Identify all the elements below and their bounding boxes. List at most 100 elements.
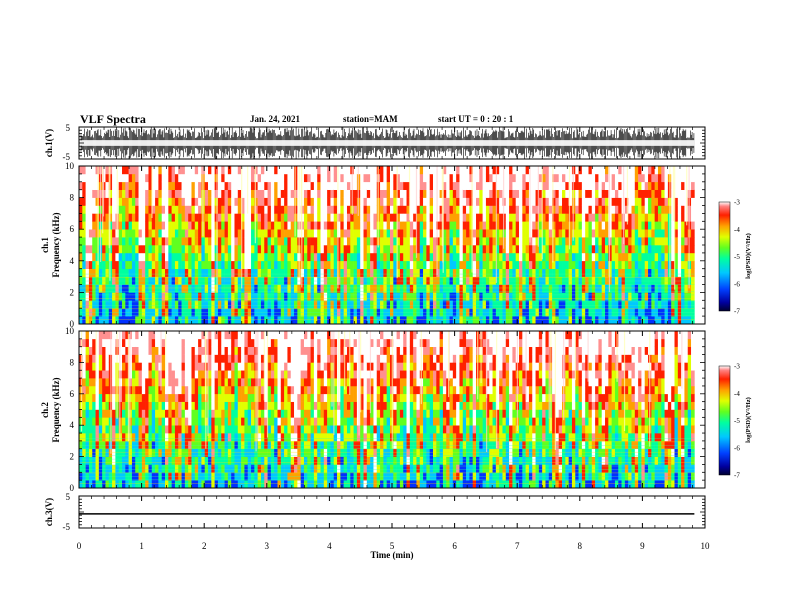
spectrogram-cell xyxy=(337,221,341,230)
spectrogram-cell xyxy=(548,292,553,301)
spectrogram-cell xyxy=(313,284,318,293)
spectrogram-cell xyxy=(294,197,298,206)
spectrogram-cell xyxy=(323,166,328,175)
spectrogram-cell xyxy=(555,181,560,190)
spectrogram-cell xyxy=(237,260,242,269)
spectrogram-cell xyxy=(294,260,298,269)
spectrogram-cell xyxy=(466,252,470,262)
spectrogram-cell xyxy=(260,205,265,214)
spectrogram-cell xyxy=(88,425,93,434)
spectrogram-cell xyxy=(217,316,222,325)
spectrogram-cell xyxy=(548,268,553,277)
spectrogram-cell xyxy=(396,166,401,175)
spectrogram-cell xyxy=(628,197,632,206)
spectrogram-cell xyxy=(92,433,96,442)
spectrogram-cell xyxy=(102,213,106,222)
spectrogram-cell xyxy=(386,292,391,301)
spectrogram-cell xyxy=(112,425,116,434)
spectrogram-cell xyxy=(671,245,675,254)
spectrogram-cell xyxy=(112,189,116,198)
spectrogram-cell xyxy=(122,213,126,222)
spectrogram-cell xyxy=(605,276,609,285)
spectrogram-cell xyxy=(595,300,599,309)
spectrogram-cell xyxy=(125,276,129,285)
spectrogram-cell xyxy=(85,268,90,277)
spectrogram-cell xyxy=(194,189,199,198)
spectrogram-cell xyxy=(227,284,232,293)
spectrogram-cell xyxy=(568,221,573,230)
spectrogram-cell xyxy=(178,221,182,230)
spectrogram-cell xyxy=(525,276,530,285)
ch1-colorbar: -3-4-5-6-7 log(PSD)(V²/Hz) xyxy=(718,199,752,316)
spectrogram-cell xyxy=(429,268,434,277)
spectrogram-cell xyxy=(581,260,586,269)
spectrogram-cell xyxy=(231,189,235,198)
spectrogram-cell xyxy=(522,229,526,238)
colorbar-tick-label: -5 xyxy=(734,253,740,261)
spectrogram-cell xyxy=(651,237,655,246)
spectrogram-cell xyxy=(525,284,530,293)
spectrogram-cell xyxy=(654,284,659,293)
spectrogram-cell xyxy=(151,205,156,214)
spectrogram-cell xyxy=(459,245,464,254)
spectrogram-cell xyxy=(519,284,523,293)
spectrogram-cell xyxy=(644,316,649,325)
spectrogram-cell xyxy=(552,197,556,206)
spectrogram-cell xyxy=(558,205,563,214)
spectrogram-cell xyxy=(234,229,239,238)
spectrogram-cell xyxy=(433,292,437,301)
spectrogram-cell xyxy=(416,252,421,262)
spectrogram-cell xyxy=(644,260,649,269)
spectrogram-cell xyxy=(151,229,156,238)
spectrogram-cell xyxy=(446,237,450,246)
spectrogram-cell xyxy=(373,205,378,214)
spectrogram-cell xyxy=(648,237,652,246)
spectrogram-cell xyxy=(264,173,268,183)
spectrogram-cell xyxy=(320,252,325,262)
spectrogram-cell xyxy=(79,425,83,434)
spectrogram-cell xyxy=(449,221,454,230)
spectrogram-cell xyxy=(360,268,364,277)
spectrogram-cell xyxy=(158,237,163,246)
spectrogram-cell xyxy=(128,197,133,206)
spectrogram-cell xyxy=(413,205,417,214)
spectrogram-cell xyxy=(373,173,378,183)
spectrogram-cell xyxy=(191,260,196,269)
spectrogram-cell xyxy=(393,300,397,309)
spectrogram-cell xyxy=(211,260,215,269)
spectrogram-cell xyxy=(221,181,225,190)
spectrogram-cell xyxy=(353,284,358,293)
spectrogram-cell xyxy=(535,284,540,293)
spectrogram-cell xyxy=(247,205,252,214)
spectrogram-cell xyxy=(476,276,480,285)
spectrogram-cell xyxy=(198,284,202,293)
spectrogram-cell xyxy=(552,237,556,246)
spectrogram-cell xyxy=(677,252,682,262)
spectrogram-cell xyxy=(92,276,96,285)
spectrogram-cell xyxy=(413,166,417,175)
spectrogram-cell xyxy=(330,166,335,175)
spectrogram-cell xyxy=(515,252,520,262)
spectrogram-cell xyxy=(423,197,427,206)
spectrogram-cell xyxy=(303,245,308,254)
spectrogram-cell xyxy=(95,268,100,277)
spectrogram-cell xyxy=(492,245,497,254)
spectrogram-cell xyxy=(466,205,470,214)
spectrogram-cell xyxy=(439,221,444,230)
spectrogram-cell xyxy=(181,268,186,277)
spectrogram-cell xyxy=(241,173,245,183)
spectrogram-cell xyxy=(598,181,603,190)
spectrogram-cell xyxy=(608,260,612,269)
spectrogram-cell xyxy=(171,197,176,206)
spectrogram-cell xyxy=(244,300,249,309)
spectrogram-cell xyxy=(644,197,649,206)
spectrogram-cell xyxy=(624,268,629,277)
spectrogram-cell xyxy=(389,245,394,254)
spectrogram-cell xyxy=(677,292,682,301)
spectrogram-cell xyxy=(466,166,470,175)
spectrogram-cell xyxy=(505,229,510,238)
spectrogram-cell xyxy=(591,292,596,301)
spectrogram-cell xyxy=(208,292,212,301)
spectrogram-cell xyxy=(449,300,454,309)
spectrogram-cell xyxy=(300,276,305,285)
